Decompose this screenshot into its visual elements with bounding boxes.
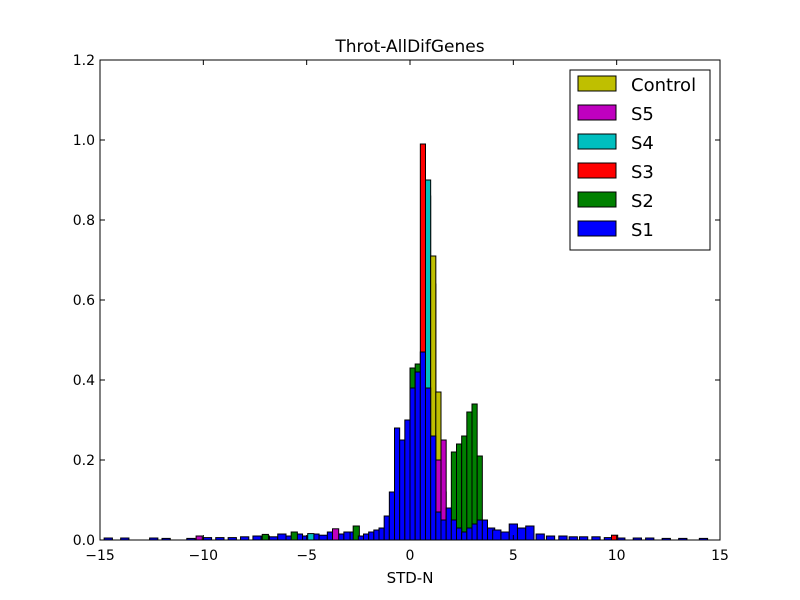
y-tick-label: 1.2 [73,53,95,69]
bar-s1 [430,435,437,541]
bar-s2 [461,435,468,541]
tail-accent-bar [195,535,203,541]
bar-s1 [466,527,473,541]
legend-box [569,69,711,251]
bar-s1 [450,519,458,541]
bar-s1 [461,531,468,541]
x-tick-label: −15 [85,548,115,564]
legend-swatch-s4 [577,133,617,150]
bar-s1 [357,535,365,541]
legend-items: Control S5 S4 S3 S2 S1 [577,75,696,241]
bar-s1 [425,387,432,541]
legend-swatch-s1 [577,220,617,237]
bar-s1 [388,491,396,541]
bar-s1 [373,529,380,541]
bar-s1 [363,533,370,541]
bar-s1 [476,519,483,541]
tail-bar [492,529,502,541]
bar-s1 [445,507,452,541]
tail-bar [558,535,568,541]
y-tick-label: 0.4 [73,373,95,389]
legend-swatch-control [577,75,617,92]
y-tick-label: 0.2 [73,453,95,469]
chart-title: Throt-AllDifGenes [334,37,484,57]
legend-label-s1: S1 [631,220,654,241]
bar-s1 [378,527,385,541]
x-tick-label: 5 [509,548,518,564]
bar-s2 [456,443,463,541]
bar-s1 [419,351,427,541]
x-tick-label: 10 [608,548,626,564]
y-tick-label: 1.0 [73,133,95,149]
tail-accent-bar [332,528,340,541]
x-tick-label: −10 [189,548,219,564]
tail-accent-bar [290,531,298,541]
bar-s1 [456,527,463,541]
bar-s1 [383,515,390,541]
bar-s2 [471,403,478,541]
bar-s1 [435,511,442,541]
legend-swatch-s5 [577,104,617,121]
legend-swatch-s3 [577,162,617,179]
tail-bar [545,535,556,541]
y-tick-label: 0.6 [73,293,95,309]
bar-s1 [394,427,401,541]
legend-label-s2: S2 [631,191,654,212]
bar-s1 [471,523,478,541]
y-tick-label: 0.0 [73,533,95,549]
bar-s1 [368,531,375,541]
x-tick-label: 0 [406,548,415,564]
tail-bar [525,525,535,541]
x-axis-title: STD-N [387,569,434,587]
legend: Control S5 S4 S3 S2 S1 [569,69,711,251]
bar-s2 [466,411,473,541]
x-tick-label: −5 [296,548,317,564]
tail-bar [516,527,527,541]
bar-s1 [399,439,406,541]
bar-s1 [481,519,489,541]
x-tick-label: 15 [711,548,729,564]
legend-label-s3: S3 [631,162,654,183]
bar-s1 [440,519,447,541]
tail-bar [500,531,510,541]
legend-label-s4: S4 [631,133,654,154]
bar-s1 [404,419,411,541]
legend-label-control: Control [631,75,696,96]
axis-ticks: −15 −10 −5 0 5 10 15 0.0 0.2 0.4 0.6 0.8 1.0 1.2 [73,53,729,564]
legend-swatch-s2 [577,191,617,208]
tail-accent-bar [307,533,315,541]
tail-bar [277,533,287,541]
y-tick-label: 0.8 [73,213,95,229]
tail-bar [252,535,262,541]
tail-bar [535,533,545,541]
tail-accent-bar [261,533,269,541]
bar-s1 [414,371,421,541]
legend-label-s5: S5 [631,104,654,125]
bar-s1 [409,387,416,541]
tail-bar [318,534,328,541]
